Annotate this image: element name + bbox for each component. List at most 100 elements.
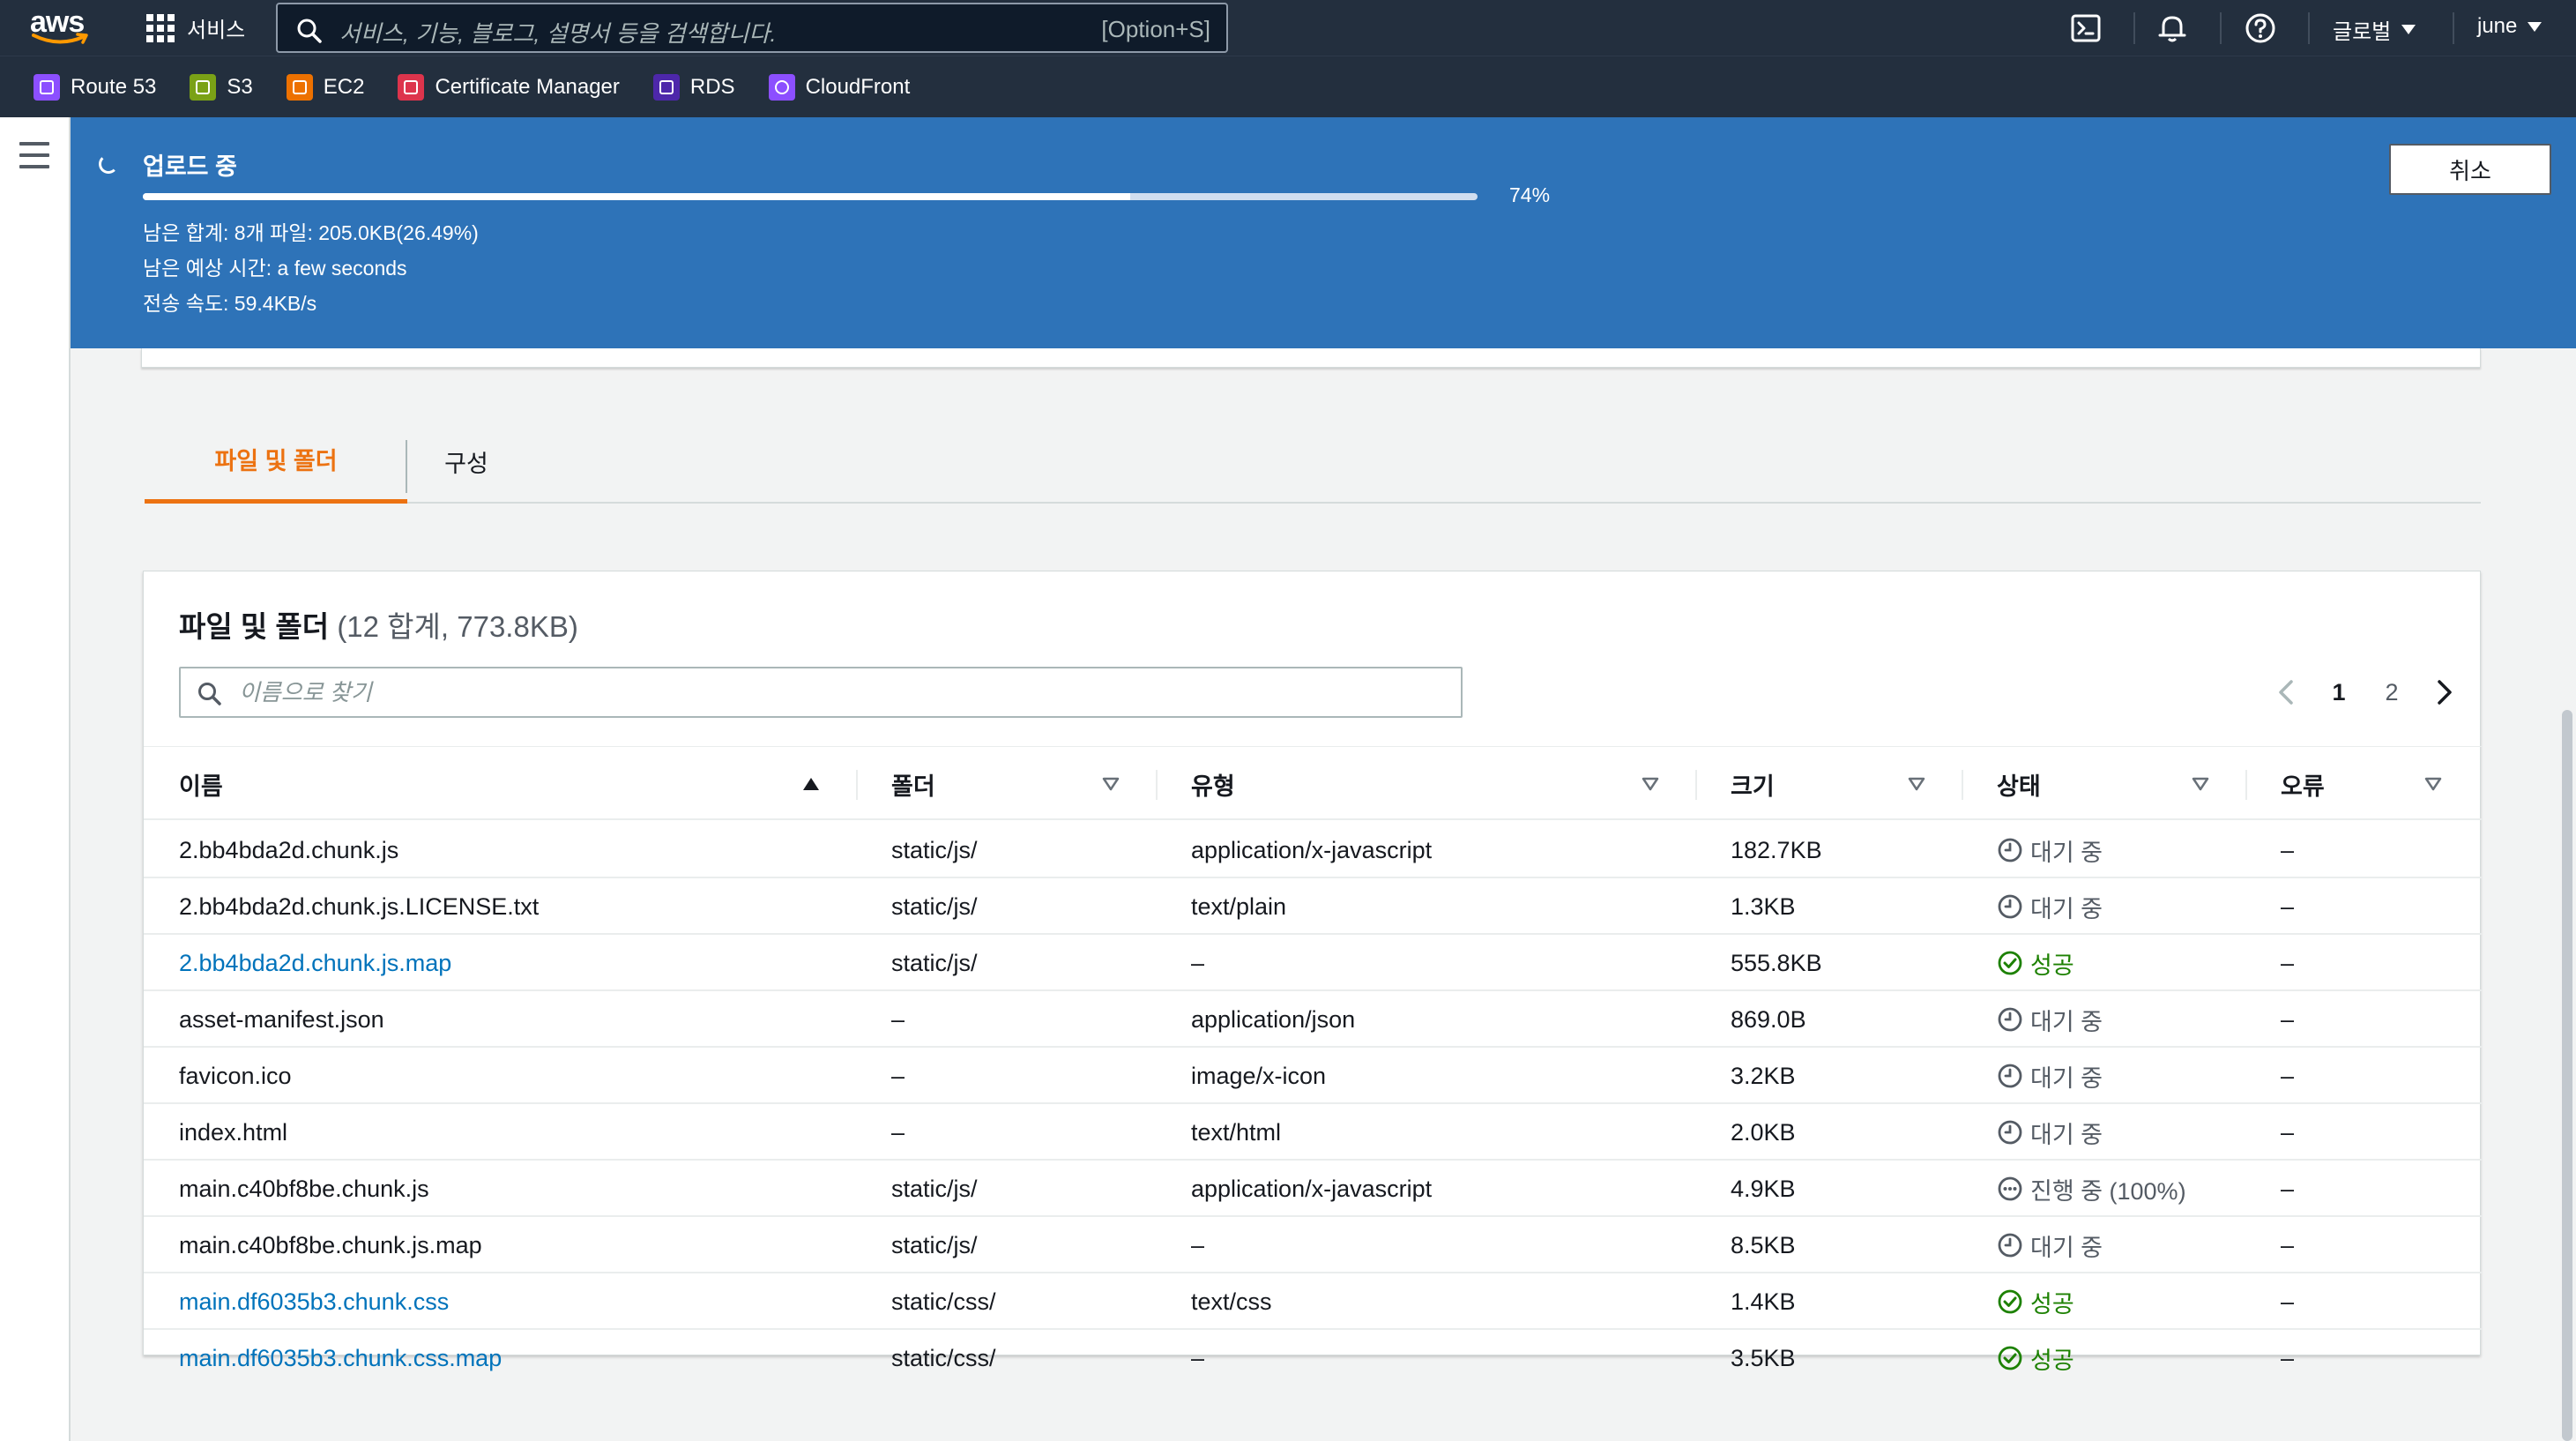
hamburger-menu-icon[interactable] <box>19 142 49 176</box>
type-cell: application/x-javascript <box>1191 1175 1433 1202</box>
side-navigation-rail <box>0 117 71 1441</box>
type-cell: – <box>1191 1231 1205 1258</box>
tab-configuration[interactable]: 구성 <box>444 450 488 477</box>
error-cell: – <box>2281 836 2295 863</box>
remaining-time: 남은 예상 시간: a few seconds <box>143 257 407 280</box>
page-scrollbar[interactable] <box>2557 348 2576 1441</box>
error-cell: – <box>2281 949 2295 976</box>
services-menu-button[interactable]: 서비스 <box>146 0 245 56</box>
bell-icon[interactable] <box>2155 11 2190 46</box>
status-cell: 대기 중 <box>1997 822 2103 878</box>
table-row: 2.bb4bda2d.chunk.js.LICENSE.txt static/js… <box>144 878 2482 935</box>
ec2-icon <box>286 73 313 101</box>
size-cell: 3.5KB <box>1731 1344 1796 1371</box>
status-cell: 대기 중 <box>1997 991 2103 1048</box>
status-label: 성공 <box>2030 952 2074 979</box>
table-row: main.df6035b3.chunk.css static/css/text/c… <box>144 1273 2482 1330</box>
search-placeholder: 서비스, 기능, 블로그, 설명서 등을 검색합니다. <box>339 20 777 47</box>
file-name-link[interactable]: main.df6035b3.chunk.css <box>179 1288 450 1315</box>
file-name: main.c40bf8be.chunk.js.map <box>179 1231 482 1258</box>
table-row: main.c40bf8be.chunk.js.map static/js/ – 8.5… <box>144 1217 2482 1273</box>
favorite-certificate-manager[interactable]: Certificate Manager <box>398 73 620 101</box>
status-cell: 대기 중 <box>1997 1104 2103 1161</box>
favorite-s3[interactable]: S3 <box>190 73 253 101</box>
filter-field[interactable] <box>179 667 1463 718</box>
type-cell: text/css <box>1191 1288 1272 1315</box>
account-menu[interactable]: june <box>2477 14 2542 39</box>
user-label: june <box>2477 14 2518 38</box>
column-header-status[interactable]: 상태 <box>1997 773 2041 800</box>
error-cell: – <box>2281 1288 2295 1315</box>
clock-icon <box>1998 1064 2022 1088</box>
favorite-cloudfront[interactable]: CloudFront <box>768 73 910 101</box>
filter-input[interactable] <box>239 674 1438 711</box>
sort-caret-down-icon[interactable] <box>1641 776 1660 792</box>
upload-progress-percent: 74% <box>1509 183 1551 206</box>
remaining-total: 남은 합계: 8개 파일: 205.0KB(26.49%) <box>143 221 479 244</box>
aws-logo-text: aws <box>30 5 85 39</box>
column-header-type[interactable]: 유형 <box>1191 773 1235 800</box>
file-name-link[interactable]: main.df6035b3.chunk.css.map <box>179 1344 503 1371</box>
favorite-ec2[interactable]: EC2 <box>286 73 365 101</box>
favorite-route53[interactable]: Route 53 <box>34 73 156 101</box>
global-search[interactable]: 서비스, 기능, 블로그, 설명서 등을 검색합니다. [Option+S] <box>276 3 1228 53</box>
column-header-size[interactable]: 크기 <box>1731 773 1775 800</box>
table-row: main.df6035b3.chunk.css.map static/css/ – 3… <box>144 1330 2482 1386</box>
table-row: main.c40bf8be.chunk.js static/js/applicat… <box>144 1161 2482 1217</box>
column-header-name[interactable]: 이름 <box>179 773 223 800</box>
size-cell: 2.0KB <box>1731 1118 1796 1146</box>
clock-icon <box>1998 894 2022 919</box>
error-cell: – <box>2281 1175 2295 1202</box>
clock-icon <box>1998 1233 2022 1258</box>
folder-cell: – <box>891 1118 905 1146</box>
folder-cell: static/js/ <box>891 1175 978 1202</box>
aws-logo[interactable]: aws <box>30 5 92 49</box>
favorite-rds[interactable]: RDS <box>652 73 735 101</box>
search-shortcut: [Option+S] <box>1101 16 1210 42</box>
scrollbar-thumb[interactable] <box>2562 710 2572 1441</box>
transfer-speed: 전송 속도: 59.4KB/s <box>143 292 317 315</box>
column-divider <box>1695 770 1697 800</box>
file-name: asset-manifest.json <box>179 1005 384 1033</box>
chevron-right-icon[interactable] <box>2418 675 2471 710</box>
cancel-upload-button[interactable]: 취소 <box>2389 144 2551 195</box>
column-header-folder[interactable]: 폴더 <box>891 773 935 800</box>
favorite-label: EC2 <box>323 74 365 99</box>
upload-progress-bar <box>143 193 1478 200</box>
status-label: 대기 중 <box>2030 895 2103 922</box>
type-cell: text/html <box>1191 1118 1282 1146</box>
status-cell: 대기 중 <box>1997 1217 2103 1273</box>
help-icon[interactable] <box>2243 11 2278 46</box>
sort-ascending-icon[interactable] <box>801 776 821 792</box>
page-1-button[interactable]: 1 <box>2332 678 2346 706</box>
success-check-icon <box>1998 951 2022 975</box>
search-icon <box>297 19 322 43</box>
status-label: 대기 중 <box>2030 1064 2103 1092</box>
folder-cell: static/js/ <box>891 1231 978 1258</box>
folder-cell: static/css/ <box>891 1344 996 1371</box>
chevron-left-icon[interactable] <box>2260 675 2312 710</box>
page-2-button[interactable]: 2 <box>2385 678 2399 706</box>
sort-caret-down-icon[interactable] <box>2423 776 2443 792</box>
table-row: 2.bb4bda2d.chunk.js static/js/application… <box>144 822 2482 878</box>
files-table-container: 파일 및 폴더 (12 합계, 773.8KB) 1 2 이름 <box>143 571 2482 1374</box>
success-check-icon <box>1998 1289 2022 1314</box>
s3-icon <box>190 73 217 101</box>
status-label: 성공 <box>2030 1347 2074 1374</box>
sort-caret-down-icon[interactable] <box>1907 776 1926 792</box>
tab-files-and-folders[interactable]: 파일 및 폴더 <box>145 419 407 504</box>
cloudshell-icon[interactable] <box>2068 11 2103 46</box>
services-label: 서비스 <box>187 19 246 42</box>
sort-caret-down-icon[interactable] <box>2191 776 2210 792</box>
nav-divider <box>2133 12 2135 44</box>
sort-caret-down-icon[interactable] <box>1101 776 1120 792</box>
table-row: asset-manifest.json – application/json 869.… <box>144 991 2482 1048</box>
files-table-header: 파일 및 폴더 (12 합계, 773.8KB) <box>179 603 578 646</box>
tab-divider <box>406 440 407 493</box>
type-cell: image/x-icon <box>1191 1062 1327 1089</box>
file-name-link[interactable]: 2.bb4bda2d.chunk.js.map <box>179 949 452 976</box>
tab-list: 파일 및 폴더 구성 <box>145 419 2481 504</box>
region-selector[interactable]: 글로벌 <box>2333 14 2416 45</box>
column-header-error[interactable]: 오류 <box>2281 773 2325 800</box>
files-table-title: 파일 및 폴더 <box>179 610 330 643</box>
